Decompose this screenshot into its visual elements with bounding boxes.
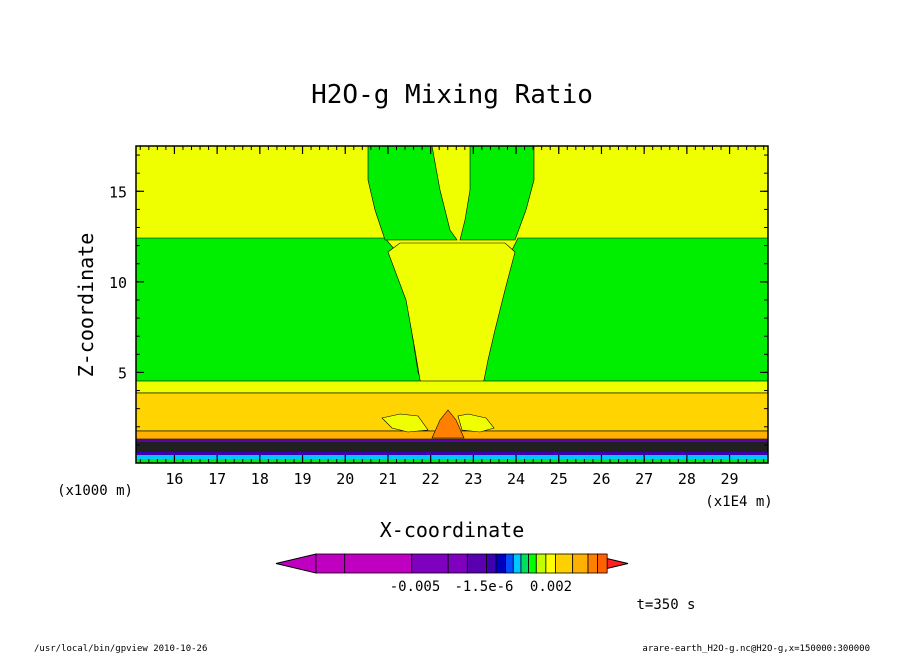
y-tick-label: 5: [118, 364, 127, 382]
x-tick-label: 18: [251, 470, 269, 488]
colorbar-cell: [495, 553, 507, 574]
lower-band-3: [136, 439, 768, 442]
yellow-funnel: [387, 242, 516, 393]
green-upper-wedge-left: [367, 145, 458, 241]
lower-band-7: [136, 459, 768, 463]
green-mid-layer-left: [135, 237, 426, 391]
colorbar-cell: [505, 553, 514, 574]
x-tick-label: 26: [592, 470, 610, 488]
plot-area: [135, 145, 769, 464]
green-mid-layer-right: [475, 237, 769, 391]
y-tick-label: 15: [109, 183, 127, 201]
chart-title: H2O-g Mixing Ratio: [311, 80, 593, 110]
colorbar-cell: [486, 553, 497, 574]
colorbar-cell: [520, 553, 530, 574]
x-tick-label: 27: [635, 470, 653, 488]
colorbar-cell: [315, 553, 346, 574]
colorbar-cell: [535, 553, 547, 574]
lower-band-6: [136, 455, 768, 459]
time-annotation: t=350 s: [636, 597, 695, 613]
colorbar-cell: [545, 553, 556, 574]
x-tick-label: 21: [379, 470, 397, 488]
colorbar-tick-label: -1.5e-6: [454, 579, 513, 595]
y-axis: 5 10 15: [109, 154, 768, 464]
footer-left: /usr/local/bin/gpview 2010-10-26: [34, 644, 207, 654]
lens-right: [457, 413, 495, 433]
x-tick-label: 17: [208, 470, 226, 488]
colorbar: -0.005 -1.5e-6 0.002: [275, 553, 629, 595]
colorbar-cell: [447, 553, 468, 574]
x-tick-label: 22: [422, 470, 440, 488]
plot-border: [135, 145, 769, 464]
x-axis-label: X-coordinate: [380, 518, 525, 542]
colorbar-cell: [344, 553, 413, 574]
x-axis: 16 17 18 19 20 21 22 23 24 25 26 27 28 29: [139, 146, 765, 488]
colorbar-tick-label: 0.002: [530, 579, 572, 595]
y-scale-note: (x1000 m): [57, 483, 133, 499]
colorbar-left-arrow: [275, 553, 317, 574]
x-tick-label: 24: [507, 470, 525, 488]
y-tick-label: 10: [109, 274, 127, 292]
colorbar-cell: [512, 553, 522, 574]
lower-band-5: [136, 452, 768, 455]
x-tick-label: 19: [294, 470, 312, 488]
lower-yellow-band: [135, 380, 769, 394]
colorbar-tick-label: -0.005: [390, 579, 441, 595]
colorbar-cell: [528, 553, 537, 574]
x-tick-label: 29: [721, 470, 739, 488]
x-tick-label: 28: [678, 470, 696, 488]
x-tick-label: 16: [165, 470, 183, 488]
y-axis-label: Z-coordinate: [74, 233, 98, 378]
lens-left: [381, 413, 429, 433]
colorbar-cell: [411, 553, 449, 574]
green-upper-wedge-right: [459, 145, 535, 241]
colorbar-cell: [587, 553, 598, 574]
x-tick-label: 25: [550, 470, 568, 488]
colorbar-cell: [597, 553, 608, 574]
colorbar-cell: [572, 553, 589, 574]
x-scale-note: (x1E4 m): [705, 494, 772, 510]
footer-right: arare-earth_H2O-g.nc@H2O-g,x=150000:3000…: [642, 644, 870, 654]
colorbar-cell: [555, 553, 574, 574]
lower-band-4: [136, 442, 768, 452]
x-tick-label: 23: [464, 470, 482, 488]
colorbar-cell: [466, 553, 487, 574]
surface-peak: [431, 409, 465, 439]
x-tick-label: 20: [336, 470, 354, 488]
